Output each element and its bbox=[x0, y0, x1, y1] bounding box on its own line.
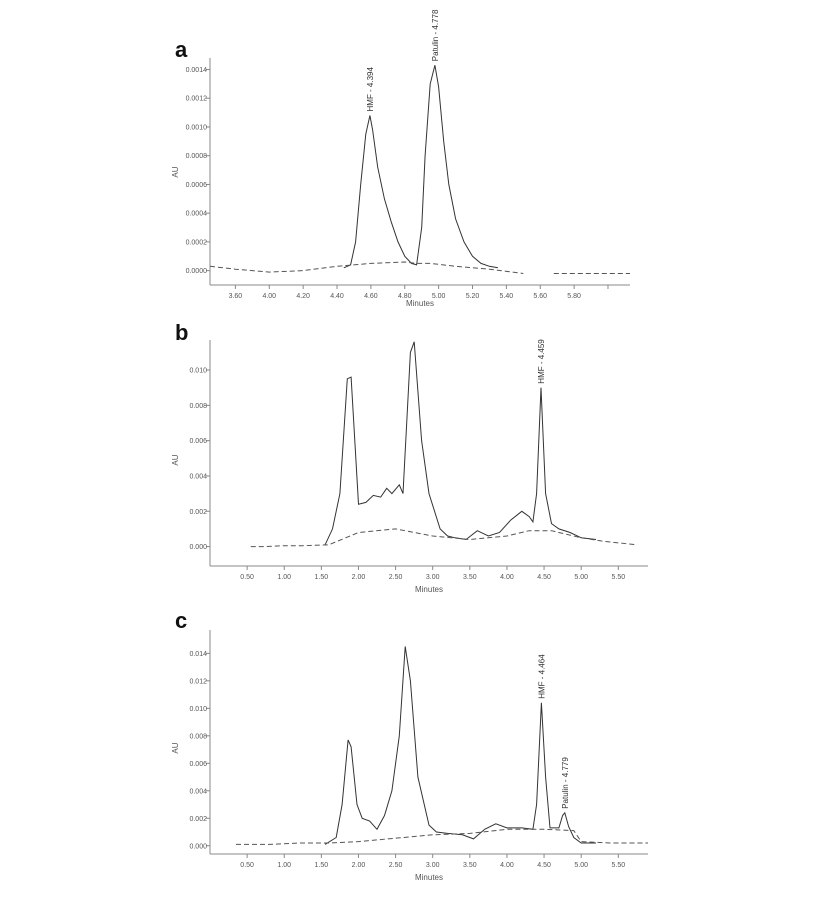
y-axis-title-c: AU bbox=[171, 742, 180, 753]
x-axis-title-a: Minutes bbox=[406, 299, 434, 308]
peak-labels-c: HMF - 4.464 Patulin - 4.779 bbox=[537, 654, 569, 809]
y-tick-label: 0.004 bbox=[189, 788, 207, 795]
series-baseline bbox=[250, 528, 637, 548]
x-tick-label: 5.50 bbox=[611, 574, 625, 581]
x-tick-label: 5.20 bbox=[466, 293, 480, 300]
x-tick-label: 5.00 bbox=[432, 293, 446, 300]
x-tick-label: 3.50 bbox=[463, 862, 477, 869]
y-axis-title-b: AU bbox=[171, 454, 180, 465]
traces-a bbox=[209, 65, 630, 274]
peak-labels-a: HMF - 4.394 Patulin - 4.778 bbox=[366, 9, 440, 111]
x-tick-label: 3.60 bbox=[229, 293, 243, 300]
y-tick-label: 0.006 bbox=[189, 438, 207, 445]
series-trace bbox=[324, 341, 597, 546]
y-axis-title-a: AU bbox=[171, 166, 180, 177]
peak-label: HMF - 4.394 bbox=[366, 66, 375, 111]
panel-b: b 0.50 1.00 1.50 2.00 2.50 3.00 3.50 4.00 4.50 5.… bbox=[171, 320, 648, 594]
peak-labels-b: HMF - 4.459 bbox=[537, 339, 546, 384]
x-tick-label: 4.50 bbox=[537, 574, 551, 581]
y-tick-label: 0.0014 bbox=[186, 67, 208, 74]
y-tick-label: 0.0008 bbox=[186, 153, 208, 160]
ticks-c: 0.50 1.00 1.50 2.00 2.50 3.00 3.50 4.00 4.50 5.00… bbox=[189, 651, 625, 869]
ticks-a: 3.60 4.00 4.20 4.40 4.60 4.80 5.00 5.20 5.40 5.60… bbox=[186, 67, 609, 300]
x-tick-label: 4.50 bbox=[537, 862, 551, 869]
x-axis-title-c: Minutes bbox=[415, 873, 443, 882]
panel-letter-c: c bbox=[175, 608, 187, 633]
traces-c bbox=[236, 646, 648, 845]
y-tick-label: 0.004 bbox=[189, 473, 207, 480]
x-tick-label: 4.00 bbox=[262, 293, 276, 300]
y-tick-label: 0.0002 bbox=[186, 239, 208, 246]
x-tick-label: 3.00 bbox=[426, 862, 440, 869]
y-tick-label: 0.000 bbox=[189, 843, 207, 850]
x-tick-label: 5.00 bbox=[574, 862, 588, 869]
x-tick-label: 5.80 bbox=[567, 293, 581, 300]
x-tick-label: 3.50 bbox=[463, 574, 477, 581]
y-tick-label: 0.014 bbox=[189, 651, 207, 658]
y-tick-label: 0.012 bbox=[189, 678, 207, 685]
x-tick-label: 1.00 bbox=[277, 862, 291, 869]
panel-a: a 3.60 4.00 4.20 4.40 4.60 4.80 5.00 5.20 5.40 5.… bbox=[171, 9, 630, 308]
peak-label: Patulin - 4.778 bbox=[431, 9, 440, 61]
x-tick-label: 2.00 bbox=[352, 574, 366, 581]
peak-label: HMF - 4.459 bbox=[537, 339, 546, 384]
peak-label: Patulin - 4.779 bbox=[561, 757, 570, 809]
x-tick-label: 4.00 bbox=[500, 574, 514, 581]
x-tick-label: 5.50 bbox=[611, 862, 625, 869]
x-tick-label: 4.20 bbox=[296, 293, 310, 300]
y-tick-label: 0.0010 bbox=[186, 124, 208, 131]
series-trace bbox=[324, 646, 596, 845]
x-tick-label: 2.50 bbox=[389, 574, 403, 581]
peak-label: HMF - 4.464 bbox=[537, 654, 546, 699]
x-tick-label: 4.60 bbox=[364, 293, 378, 300]
series-baseline bbox=[209, 261, 524, 274]
x-tick-label: 4.40 bbox=[330, 293, 344, 300]
series-trace bbox=[343, 65, 498, 269]
panel-c: c 0.50 1.00 1.50 2.00 2.50 3.00 3.50 4.00 4.50 5.… bbox=[171, 608, 648, 882]
ticks-b: 0.50 1.00 1.50 2.00 2.50 3.00 3.50 4.00 4.50 5.00… bbox=[189, 368, 625, 581]
x-tick-label: 5.00 bbox=[574, 574, 588, 581]
y-tick-label: 0.0000 bbox=[186, 268, 208, 275]
y-tick-label: 0.008 bbox=[189, 403, 207, 410]
x-tick-label: 1.50 bbox=[315, 862, 329, 869]
y-tick-label: 0.0004 bbox=[186, 211, 208, 218]
y-tick-label: 0.010 bbox=[189, 706, 207, 713]
y-tick-label: 0.008 bbox=[189, 733, 207, 740]
x-axis-title-b: Minutes bbox=[415, 585, 443, 594]
x-tick-label: 5.40 bbox=[500, 293, 514, 300]
y-tick-label: 0.006 bbox=[189, 761, 207, 768]
y-tick-label: 0.0006 bbox=[186, 182, 208, 189]
x-tick-label: 1.50 bbox=[315, 574, 329, 581]
x-tick-label: 1.00 bbox=[277, 574, 291, 581]
x-tick-label: 0.50 bbox=[240, 862, 254, 869]
y-tick-label: 0.000 bbox=[189, 544, 207, 551]
y-tick-label: 0.002 bbox=[189, 509, 207, 516]
y-tick-label: 0.010 bbox=[189, 368, 207, 375]
x-tick-label: 0.50 bbox=[240, 574, 254, 581]
series-baseline bbox=[236, 828, 648, 845]
traces-b bbox=[250, 341, 637, 548]
y-tick-label: 0.0012 bbox=[186, 96, 208, 103]
x-tick-label: 2.50 bbox=[389, 862, 403, 869]
x-tick-label: 3.00 bbox=[426, 574, 440, 581]
panel-letter-a: a bbox=[175, 37, 188, 62]
x-tick-label: 5.60 bbox=[533, 293, 547, 300]
x-tick-label: 2.00 bbox=[352, 862, 366, 869]
x-tick-label: 4.80 bbox=[398, 293, 412, 300]
y-tick-label: 0.002 bbox=[189, 816, 207, 823]
panel-letter-b: b bbox=[175, 320, 188, 345]
x-tick-label: 4.00 bbox=[500, 862, 514, 869]
